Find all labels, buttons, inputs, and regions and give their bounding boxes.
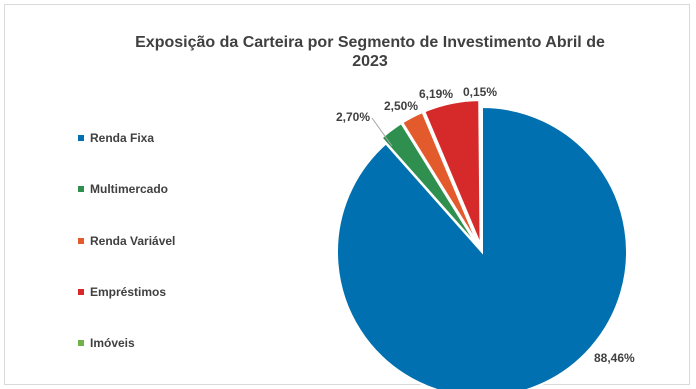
legend-label-emprestimos: Empréstimos xyxy=(90,285,167,299)
pie-slice-emprestimos xyxy=(423,99,482,246)
chart-title: Exposição da Carteira por Segmento de In… xyxy=(100,33,640,71)
leader-line-multimercado xyxy=(371,117,393,147)
pie-leader-lines xyxy=(371,117,393,147)
data-label-renda-fixa: 88,46% xyxy=(594,351,635,365)
legend-item-renda-variavel: Renda Variável xyxy=(78,233,175,249)
pie-slice-renda-variavel xyxy=(400,110,480,247)
legend-item-multimercado: Multimercado xyxy=(78,181,168,197)
legend-swatch-multimercado xyxy=(78,186,84,192)
pie-slice-renda-fixa xyxy=(336,105,628,389)
pie-slices xyxy=(336,98,628,389)
chart-title-line-1: Exposição da Carteira por Segmento de In… xyxy=(135,34,605,51)
pie-slice-imoveis xyxy=(479,98,483,246)
legend-label-renda-variavel: Renda Variável xyxy=(90,234,176,248)
pie-data-labels: 88,46% 2,70% 2,50%6,19% 0,15% xyxy=(336,85,635,365)
legend-item-emprestimos: Empréstimos xyxy=(78,284,166,300)
legend-item-imoveis: Imóveis xyxy=(78,335,135,351)
legend-swatch-renda-fixa xyxy=(78,135,84,141)
legend-swatch-imoveis xyxy=(78,340,84,346)
legend-label-multimercado: Multimercado xyxy=(90,182,169,196)
legend-label-renda-fixa: Renda Fixa xyxy=(90,131,155,145)
pie-slice-multimercado xyxy=(380,121,479,248)
data-label-imoveis: 0,15% xyxy=(463,85,497,99)
legend-label-imoveis: Imóveis xyxy=(90,336,135,350)
chart-title-line-2: 2023 xyxy=(352,53,388,70)
legend-swatch-renda-variavel xyxy=(78,238,84,244)
legend-swatch-emprestimos xyxy=(78,289,84,295)
data-label-emprestimos: 6,19% xyxy=(419,87,453,101)
data-label-multimercado: 2,70% xyxy=(336,110,370,124)
legend-item-renda-fixa: Renda Fixa xyxy=(78,130,154,146)
data-label-renda-variavel: 2,50% xyxy=(384,99,418,113)
